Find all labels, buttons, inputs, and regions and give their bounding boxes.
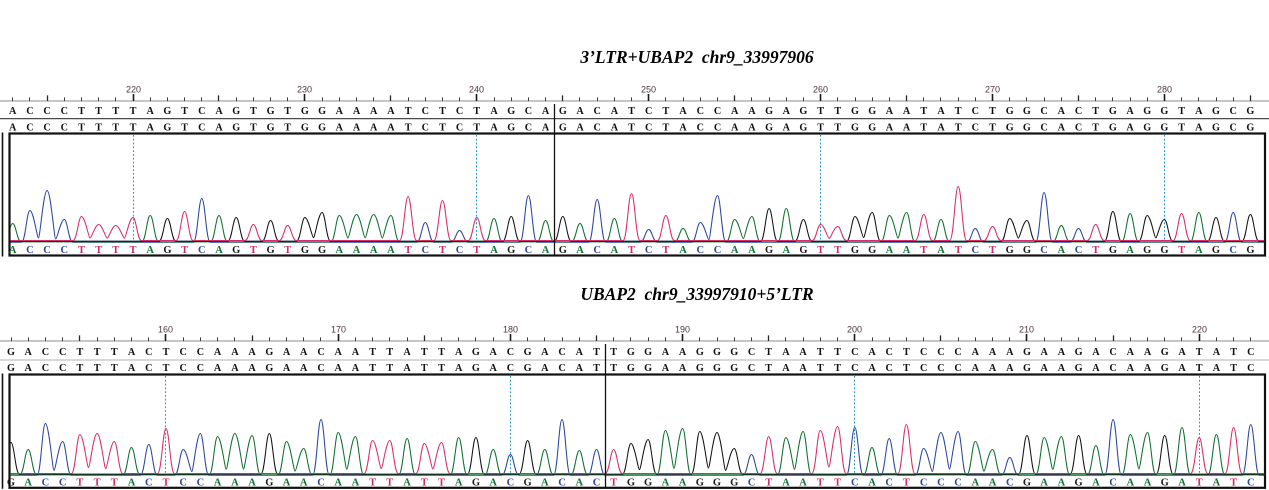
svg-text:210: 210 xyxy=(1019,325,1034,335)
svg-text:170: 170 xyxy=(331,325,346,335)
svg-text:GACCTTTACTCCAAAGAACAATTATTAGAC: GACCTTTACTCCAAAGAACAATTATTAGACGACATTGGAA… xyxy=(7,363,1254,374)
svg-text:260: 260 xyxy=(813,85,828,95)
svg-text:160: 160 xyxy=(158,325,173,335)
svg-text:ACCCTTTTAGTCAGTGTGGAAAATCTCTAG: ACCCTTTTAGTCAGTGTGGAAAATCTCTAGCAGACATCTA… xyxy=(9,106,1254,117)
svg-text:3’LTR+UBAP2 chr9_33997906: 3’LTR+UBAP2 chr9_33997906 xyxy=(579,47,814,67)
svg-text:180: 180 xyxy=(503,325,518,335)
svg-text:240: 240 xyxy=(469,85,484,95)
svg-text:280: 280 xyxy=(1157,85,1172,95)
svg-text:220: 220 xyxy=(126,85,141,95)
svg-text:TTTTTTTTTTTTTTTTTTT: TTTTTTTTTTTTTTTTTTT xyxy=(78,245,1185,256)
svg-text:250: 250 xyxy=(641,85,656,95)
svg-text:190: 190 xyxy=(675,325,690,335)
svg-text:230: 230 xyxy=(297,85,312,95)
svg-text:270: 270 xyxy=(985,85,1000,95)
svg-text:ACCCTTTTAGTCAGTGTGGAAAATCTCTAG: ACCCTTTTAGTCAGTGTGGAAAATCTCTAGCAGACATCTA… xyxy=(9,123,1254,134)
svg-text:200: 200 xyxy=(847,325,862,335)
svg-text:GACCTTTACTCCAAAGAACAATTATTAGAC: GACCTTTACTCCAAAGAACAATTATTAGACGACATTGGAA… xyxy=(7,347,1254,358)
svg-text:220: 220 xyxy=(1192,325,1207,335)
svg-text:UBAP2 chr9_33997910+5’LTR: UBAP2 chr9_33997910+5’LTR xyxy=(580,284,813,304)
